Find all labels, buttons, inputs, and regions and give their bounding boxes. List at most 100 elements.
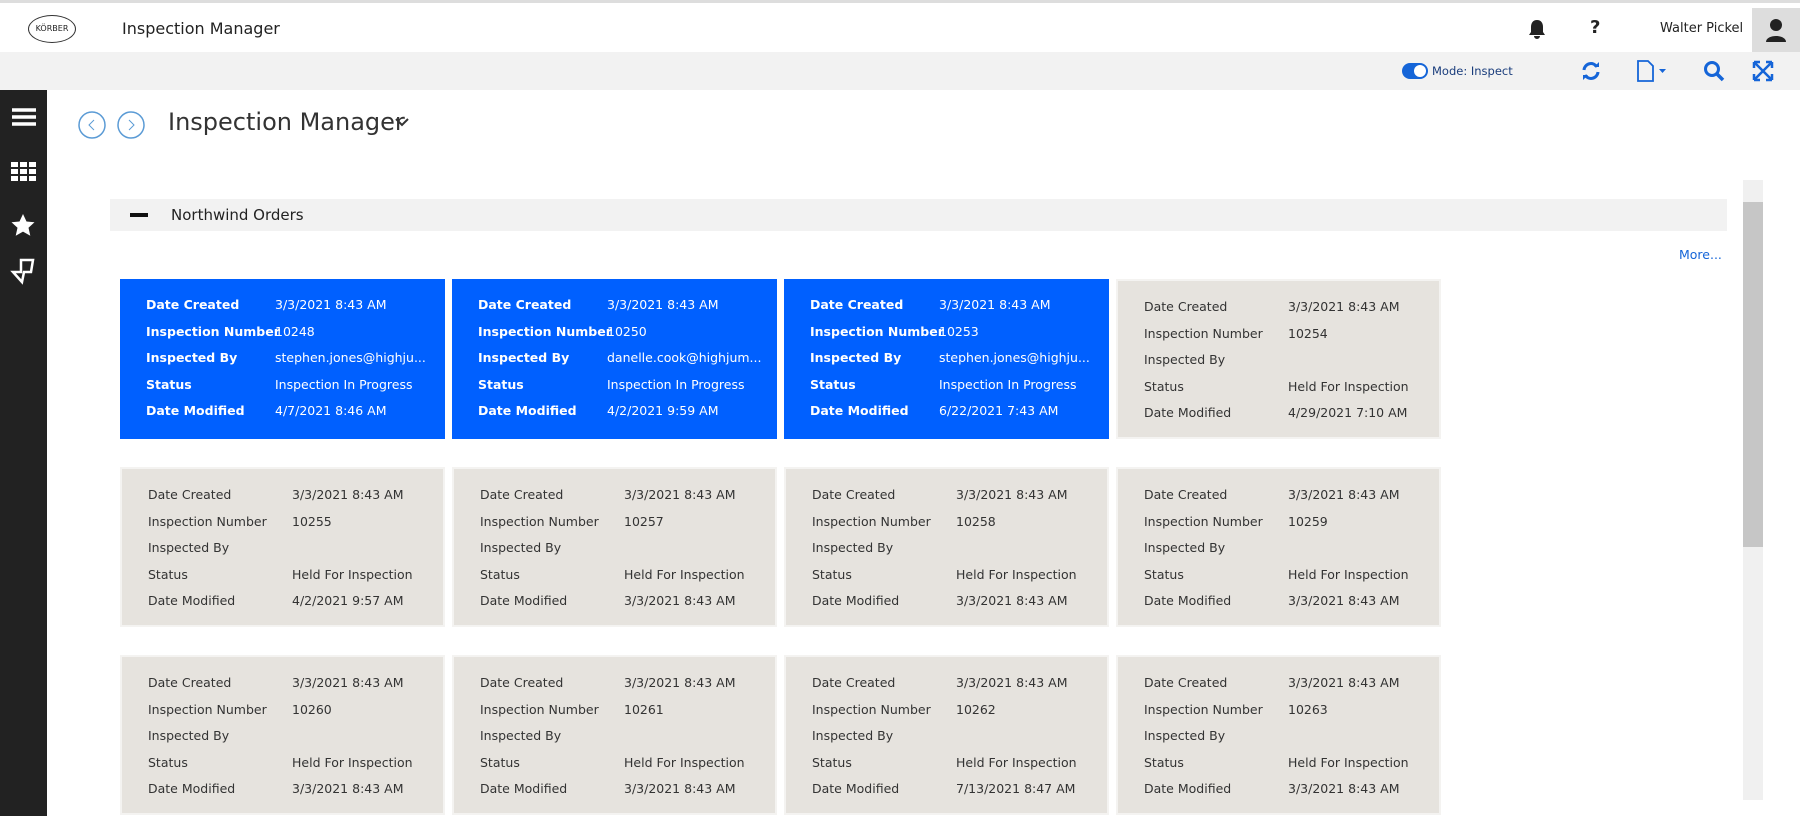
inspection-card[interactable]: Date Created 3/3/2021 8:43 AM Inspection N… xyxy=(1116,279,1441,439)
field-value: 3/3/2021 8:43 AM xyxy=(292,675,404,690)
inspection-card[interactable]: Date Created 3/3/2021 8:43 AM Inspection N… xyxy=(784,467,1109,627)
field-value: 3/3/2021 8:43 AM xyxy=(956,593,1068,608)
inspection-card[interactable]: Date Created 3/3/2021 8:43 AM Inspection N… xyxy=(1116,655,1441,815)
field-label: Inspection Number xyxy=(1144,514,1263,529)
field-label: Inspected By xyxy=(812,540,894,555)
field-label: Inspected By xyxy=(480,540,562,555)
field-value: 3/3/2021 8:43 AM xyxy=(939,297,1051,312)
notifications-icon[interactable] xyxy=(1526,18,1548,40)
page-title-dropdown[interactable] xyxy=(394,114,410,130)
field-label: Inspection Number xyxy=(146,324,280,339)
field-label: Inspection Number xyxy=(148,514,267,529)
field-label: Status xyxy=(810,377,856,392)
field-value: 10254 xyxy=(1288,326,1328,341)
field-value: 3/3/2021 8:43 AM xyxy=(956,487,1068,502)
field-value: danelle.cook@highjum... xyxy=(607,350,762,365)
field-value: 10250 xyxy=(607,324,647,339)
collapse-icon[interactable] xyxy=(130,213,148,217)
inspection-card[interactable]: Date Created 3/3/2021 8:43 AM Inspection N… xyxy=(452,467,777,627)
logo[interactable]: KÖRBER xyxy=(28,15,76,43)
expand-icon[interactable] xyxy=(1752,60,1774,82)
user-button[interactable] xyxy=(1752,8,1800,52)
search-icon[interactable] xyxy=(1703,60,1725,82)
field-label: Inspection Number xyxy=(148,702,267,717)
field-value: 6/22/2021 7:43 AM xyxy=(939,403,1059,418)
more-link[interactable]: More... xyxy=(1679,247,1722,262)
field-label: Status xyxy=(1144,567,1184,582)
field-value: 3/3/2021 8:43 AM xyxy=(1288,593,1400,608)
sidebar-icons[interactable] xyxy=(0,90,47,290)
inspection-card[interactable]: Date Created 3/3/2021 8:43 AM Inspection N… xyxy=(452,279,777,439)
field-value: stephen.jones@highju... xyxy=(275,350,426,365)
field-label: Date Created xyxy=(478,297,572,312)
scrollbar[interactable] xyxy=(1743,180,1763,800)
field-label: Date Created xyxy=(148,487,232,502)
field-label: Status xyxy=(480,567,520,582)
mode-label[interactable]: Mode: Inspect xyxy=(1432,64,1513,78)
user-name[interactable]: Walter Pickel xyxy=(1660,21,1744,36)
field-label: Date Modified xyxy=(1144,781,1232,796)
field-label: Inspection Number xyxy=(810,324,944,339)
field-value: Held For Inspection xyxy=(624,755,745,770)
field-value: Inspection In Progress xyxy=(275,377,413,392)
field-label: Inspected By xyxy=(810,350,902,365)
section-header[interactable]: Northwind Orders xyxy=(110,199,1727,231)
field-label: Status xyxy=(146,377,192,392)
field-value: 10258 xyxy=(956,514,996,529)
field-label: Date Created xyxy=(812,675,896,690)
export-icon[interactable] xyxy=(1636,60,1668,82)
field-value: Inspection In Progress xyxy=(939,377,1077,392)
field-value: 10255 xyxy=(292,514,332,529)
field-value: 4/2/2021 9:57 AM xyxy=(292,593,404,608)
field-value: 10263 xyxy=(1288,702,1328,717)
field-value: Held For Inspection xyxy=(292,567,413,582)
sidebar xyxy=(0,90,47,816)
field-label: Status xyxy=(478,377,524,392)
section-title: Northwind Orders xyxy=(171,206,304,224)
page-title[interactable]: Inspection Manager xyxy=(168,108,405,136)
refresh-icon[interactable] xyxy=(1580,60,1602,82)
inspection-card[interactable]: Date Created 3/3/2021 8:43 AM Inspection N… xyxy=(784,279,1109,439)
field-value: Held For Inspection xyxy=(956,567,1077,582)
inspection-card[interactable]: Date Created 3/3/2021 8:43 AM Inspection N… xyxy=(120,279,445,439)
field-value: 3/3/2021 8:43 AM xyxy=(1288,781,1400,796)
field-value: 7/13/2021 8:47 AM xyxy=(956,781,1076,796)
field-label: Date Modified xyxy=(480,593,568,608)
field-label: Status xyxy=(148,567,188,582)
field-label: Inspection Number xyxy=(1144,702,1263,717)
field-value: 3/3/2021 8:43 AM xyxy=(956,675,1068,690)
field-label: Status xyxy=(812,567,852,582)
inspection-card[interactable]: Date Created 3/3/2021 8:43 AM Inspection N… xyxy=(1116,467,1441,627)
field-value: 4/2/2021 9:59 AM xyxy=(607,403,719,418)
field-value: 10260 xyxy=(292,702,332,717)
inspection-card[interactable]: Date Created 3/3/2021 8:43 AM Inspection N… xyxy=(120,467,445,627)
field-value: 3/3/2021 8:43 AM xyxy=(292,487,404,502)
field-value: 10262 xyxy=(956,702,996,717)
field-label: Date Modified xyxy=(480,781,568,796)
field-label: Date Modified xyxy=(148,593,236,608)
field-label: Inspected By xyxy=(478,350,570,365)
field-value: 10253 xyxy=(939,324,979,339)
nav-arrows[interactable] xyxy=(77,110,157,142)
field-value: Held For Inspection xyxy=(956,755,1077,770)
inspection-card[interactable]: Date Created 3/3/2021 8:43 AM Inspection N… xyxy=(784,655,1109,815)
field-value: 3/3/2021 8:43 AM xyxy=(607,297,719,312)
help-icon[interactable]: ? xyxy=(1590,17,1601,38)
field-value: 3/3/2021 8:43 AM xyxy=(292,781,404,796)
field-label: Inspected By xyxy=(812,728,894,743)
field-label: Date Created xyxy=(1144,487,1228,502)
field-label: Inspection Number xyxy=(480,702,599,717)
field-value: 3/3/2021 8:43 AM xyxy=(624,675,736,690)
mode-toggle[interactable] xyxy=(1402,63,1428,79)
field-value: Held For Inspection xyxy=(624,567,745,582)
field-label: Inspection Number xyxy=(478,324,612,339)
inspection-card[interactable]: Date Created 3/3/2021 8:43 AM Inspection N… xyxy=(452,655,777,815)
scroll-thumb[interactable] xyxy=(1743,202,1763,547)
field-value: Held For Inspection xyxy=(1288,755,1409,770)
field-label: Status xyxy=(1144,755,1184,770)
field-label: Date Created xyxy=(148,675,232,690)
inspection-card[interactable]: Date Created 3/3/2021 8:43 AM Inspection N… xyxy=(120,655,445,815)
field-value: 3/3/2021 8:43 AM xyxy=(275,297,387,312)
